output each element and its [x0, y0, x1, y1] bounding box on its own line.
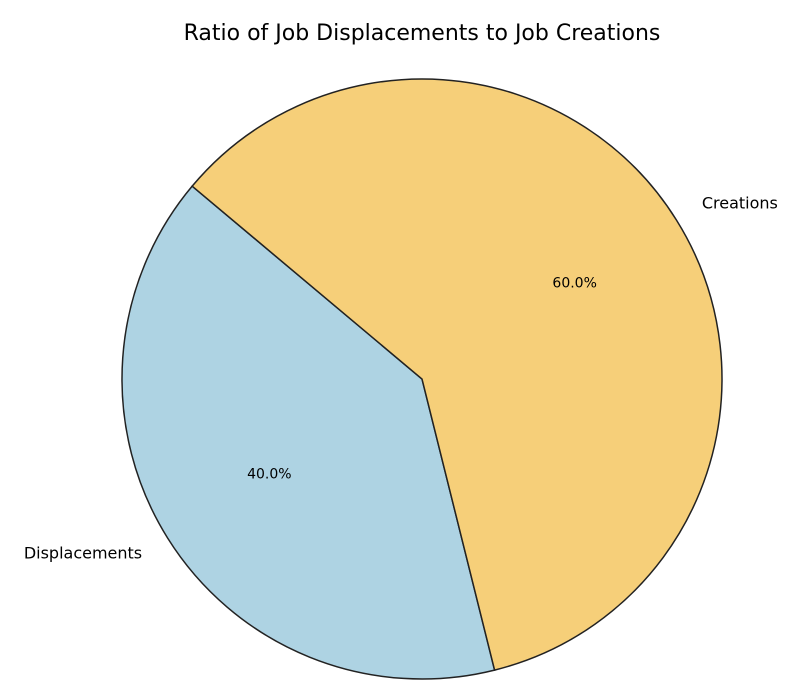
pie-slice	[121, 185, 496, 680]
category-label: Creations	[702, 194, 778, 213]
chart-title: Ratio of Job Displacements to Job Creati…	[184, 21, 661, 46]
value-label: 60.0%	[552, 276, 596, 292]
value-label: 40.0%	[247, 466, 291, 482]
category-label: Displacements	[24, 543, 142, 562]
pie-slice	[191, 78, 723, 671]
